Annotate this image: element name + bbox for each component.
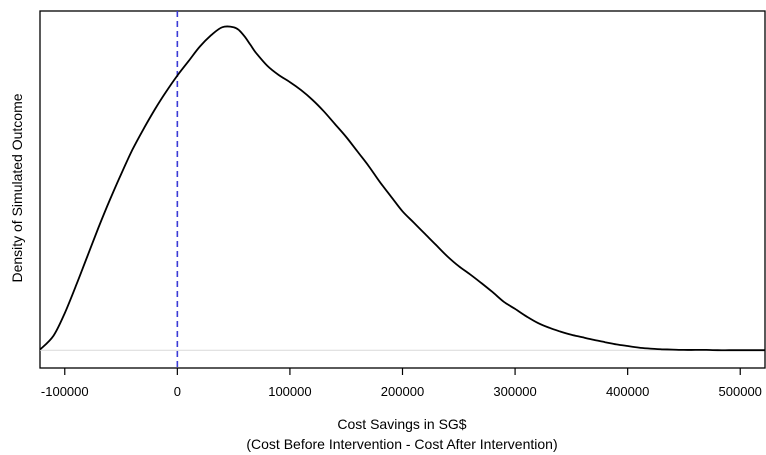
plot-frame [39,10,766,369]
y-axis-title: Density of Simulated Outcome [9,93,25,282]
x-axis-title: Cost Savings in SG$ [337,416,466,432]
x-tick-label: 300000 [493,384,536,399]
x-tick-label: 100000 [268,384,311,399]
x-tick-label: 400000 [606,384,649,399]
x-axis-subtitle: (Cost Before Intervention - Cost After I… [246,436,557,452]
x-tick-label: 0 [174,384,181,399]
x-tick-label: 500000 [719,384,762,399]
x-tick-label: -100000 [41,384,89,399]
x-tick-label: 200000 [381,384,424,399]
density-curve [39,25,765,352]
x-axis-ticks: -100000 0 100000 200000 300000 400000 500000 [41,368,762,399]
